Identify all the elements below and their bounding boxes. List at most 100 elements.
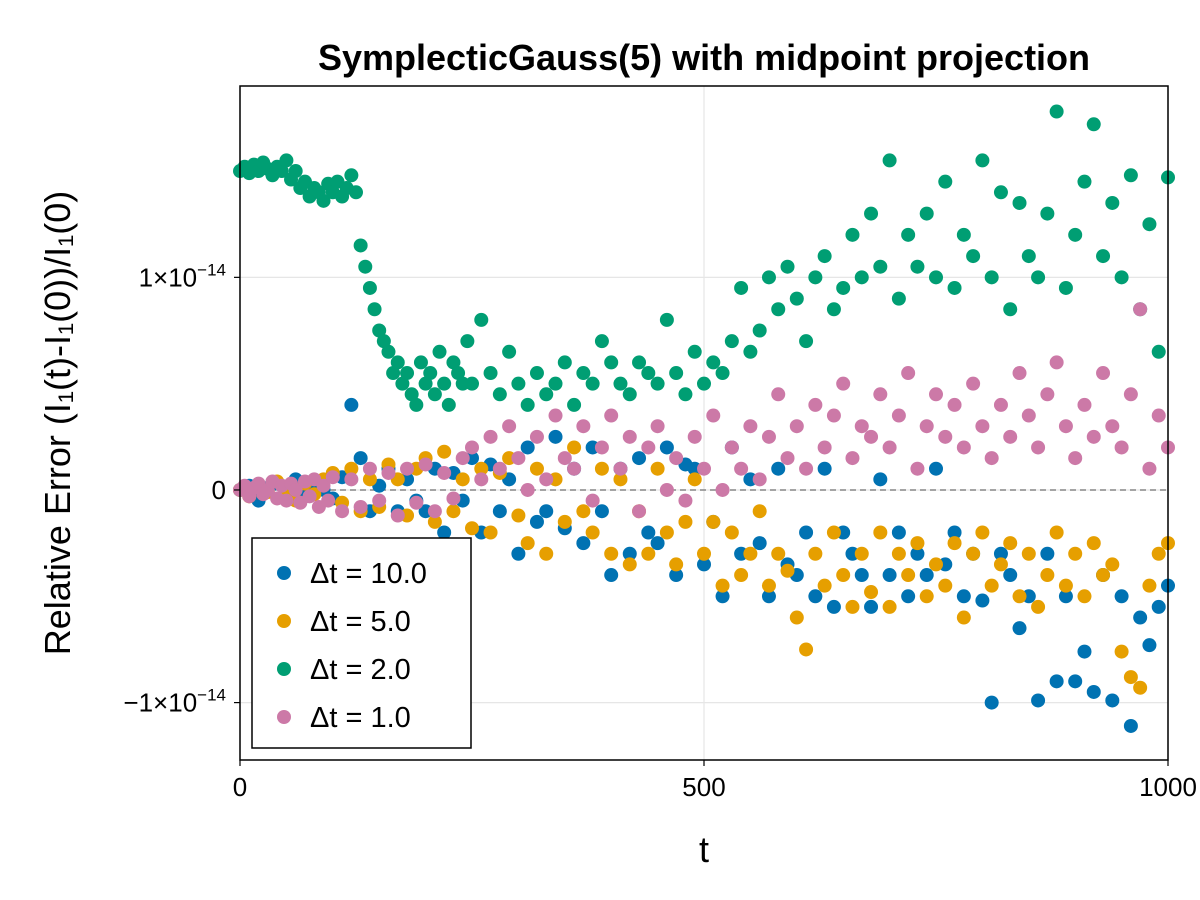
point-s3-77 (854, 419, 869, 434)
point-s3-61 (706, 408, 721, 423)
point-s0-99 (1151, 599, 1166, 614)
point-s2-107 (993, 185, 1008, 200)
point-s3-93 (1003, 429, 1018, 444)
point-s1-83 (1003, 536, 1018, 551)
point-s2-42 (427, 387, 442, 402)
point-s0-28 (492, 504, 507, 519)
point-s2-113 (1049, 104, 1064, 119)
point-s3-22 (344, 472, 359, 487)
point-s2-124 (1151, 344, 1166, 359)
point-s2-75 (697, 376, 711, 391)
point-s2-78 (724, 334, 739, 349)
point-s1-76 (938, 578, 953, 593)
point-s2-77 (715, 366, 730, 381)
point-s3-41 (520, 482, 535, 497)
point-s3-75 (836, 376, 851, 391)
point-s1-14 (362, 472, 377, 487)
point-s2-24 (344, 168, 359, 183)
point-s3-73 (817, 440, 832, 455)
point-s3-82 (901, 366, 916, 381)
point-s1-93 (1096, 568, 1111, 583)
point-s3-108 (1142, 461, 1157, 476)
point-s2-39 (413, 355, 428, 370)
point-s2-98 (910, 259, 925, 274)
legend-marker-2 (277, 662, 291, 676)
point-s1-25 (465, 521, 479, 536)
point-s1-60 (789, 610, 804, 625)
point-s2-79 (734, 280, 749, 295)
point-s1-51 (706, 514, 721, 529)
point-s1-47 (669, 557, 684, 572)
legend-label-3: Δt = 1.0 (310, 702, 411, 734)
point-s1-33 (539, 546, 554, 561)
point-s2-112 (1040, 206, 1055, 221)
x-axis-label: t (699, 829, 709, 870)
point-s3-89 (966, 376, 981, 391)
point-s2-111 (1031, 270, 1046, 285)
point-s3-90 (975, 419, 990, 434)
point-s3-102 (1086, 429, 1101, 444)
x-tick-label-0: 0 (233, 772, 247, 802)
point-s0-37 (576, 536, 591, 551)
point-s3-12 (288, 482, 303, 497)
point-s1-99 (1151, 546, 1166, 561)
point-s2-84 (780, 259, 795, 274)
point-s2-18 (316, 193, 331, 208)
point-s1-56 (752, 504, 767, 519)
point-s3-37 (483, 429, 498, 444)
point-s1-66 (845, 599, 860, 614)
point-s1-44 (641, 546, 656, 561)
point-s1-22 (437, 444, 452, 459)
point-s2-9 (274, 164, 289, 179)
legend: Δt = 10.0 Δt = 5.0 Δt = 2.0 Δt = 1.0 (251, 537, 472, 749)
point-s2-88 (817, 249, 832, 264)
point-s3-44 (548, 408, 563, 423)
point-s2-109 (1012, 195, 1027, 210)
point-s0-95 (1114, 589, 1129, 604)
point-s2-103 (956, 227, 971, 242)
point-s2-50 (465, 376, 479, 391)
point-s1-92 (1086, 536, 1101, 551)
point-s1-21 (427, 514, 442, 529)
point-s0-12 (344, 397, 359, 412)
point-s1-36 (567, 440, 582, 455)
point-s3-69 (780, 451, 795, 466)
point-s3-35 (465, 440, 479, 455)
point-s1-64 (826, 525, 841, 540)
point-s1-30 (511, 508, 526, 523)
point-s3-97 (1040, 387, 1055, 402)
point-s2-94 (873, 259, 888, 274)
point-s3-85 (929, 387, 943, 402)
point-s3-33 (446, 491, 461, 506)
point-s3-45 (557, 451, 572, 466)
point-s2-55 (511, 376, 526, 391)
y-tick-label-1: 0 (212, 475, 226, 505)
x-tick-label-1: 500 (682, 772, 725, 802)
point-s2-108 (1003, 302, 1018, 317)
point-s2-74 (687, 344, 702, 359)
point-s1-46 (659, 525, 674, 540)
point-s1-61 (799, 642, 814, 657)
point-s3-106 (1123, 387, 1138, 402)
point-s2-100 (929, 270, 943, 285)
point-s2-35 (395, 376, 410, 391)
point-s1-75 (929, 557, 943, 572)
x-tick-label-2: 1000 (1139, 772, 1197, 802)
point-s3-56 (659, 482, 674, 497)
point-s1-88 (1049, 525, 1064, 540)
point-s2-38 (409, 397, 424, 412)
point-s3-48 (585, 493, 600, 508)
point-s2-85 (789, 291, 804, 306)
x-axis-ticks: 0 500 1000 (233, 760, 1197, 802)
point-s0-57 (761, 589, 776, 604)
point-s2-32 (381, 344, 396, 359)
point-s1-69 (873, 525, 888, 540)
point-s2-52 (483, 366, 498, 381)
y-axis-label: Relative Error (I₁(t)-I₁(0))/I₁(0) (37, 191, 78, 655)
point-s2-64 (594, 334, 609, 349)
point-s1-84 (1012, 589, 1027, 604)
point-s1-53 (724, 525, 739, 540)
point-s2-70 (650, 376, 665, 391)
point-s2-96 (891, 291, 906, 306)
point-s2-71 (659, 312, 674, 327)
